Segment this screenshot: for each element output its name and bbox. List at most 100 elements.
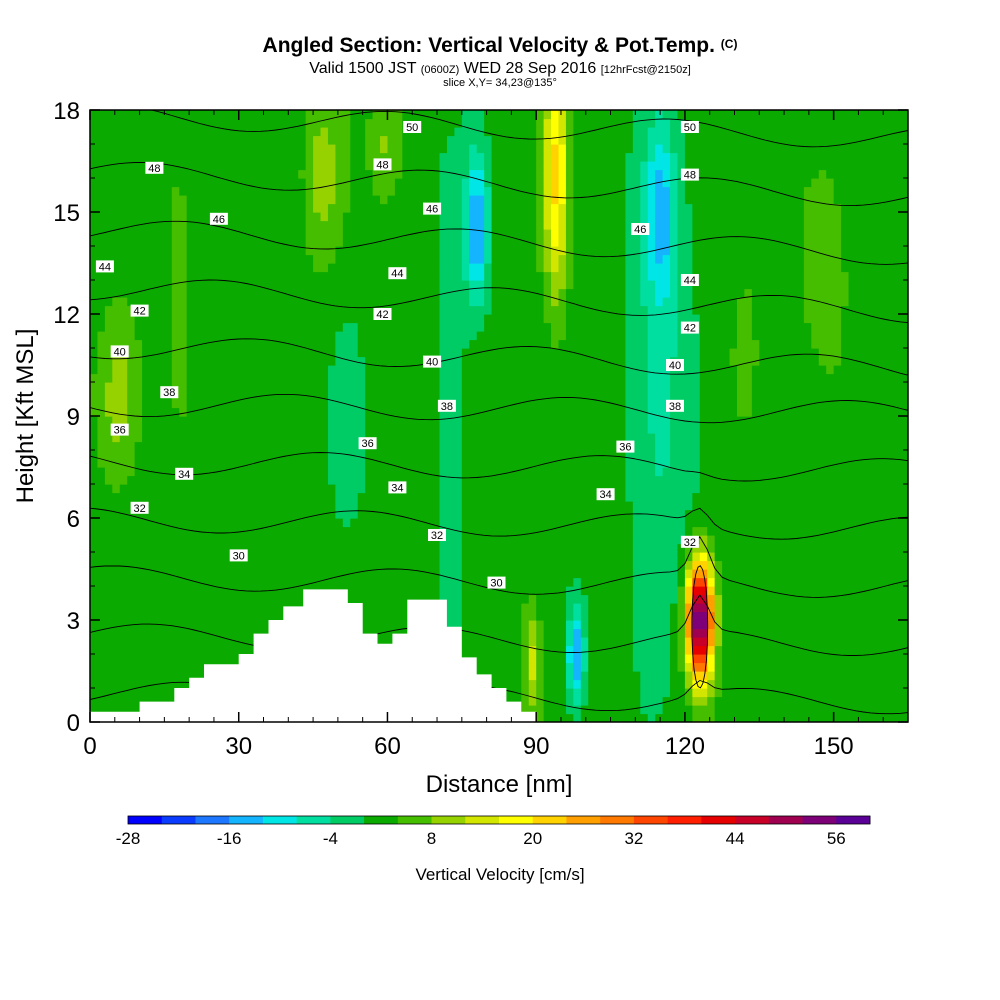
- field-cell: [261, 526, 270, 536]
- field-cell: [112, 637, 121, 647]
- field-cell: [342, 560, 351, 570]
- field-cell: [513, 441, 522, 451]
- field-cell: [171, 509, 180, 519]
- field-cell: [432, 416, 441, 426]
- field-cell: [394, 450, 403, 460]
- field-cell: [789, 399, 798, 409]
- field-cell: [796, 450, 805, 460]
- field-cell: [707, 569, 716, 579]
- field-cell: [722, 611, 731, 621]
- field-cell: [365, 390, 374, 400]
- field-cell: [432, 543, 441, 553]
- field-cell: [625, 373, 634, 383]
- field-cell: [506, 348, 515, 358]
- field-cell: [350, 594, 359, 604]
- field-cell: [744, 577, 753, 587]
- field-cell: [238, 560, 247, 570]
- field-cell: [692, 373, 701, 383]
- field-cell: [149, 552, 158, 562]
- field-cell: [632, 654, 641, 664]
- field-cell: [573, 662, 582, 672]
- field-cell: [684, 424, 693, 434]
- field-cell: [513, 543, 522, 553]
- field-cell: [670, 569, 679, 579]
- field-cell: [320, 416, 329, 426]
- field-cell: [186, 535, 195, 545]
- field-cell: [796, 399, 805, 409]
- field-cell: [625, 382, 634, 392]
- field-cell: [610, 526, 619, 536]
- field-cell: [833, 407, 842, 417]
- field-cell: [736, 645, 745, 655]
- field-cell: [380, 484, 389, 494]
- field-cell: [216, 458, 225, 468]
- field-cell: [186, 671, 195, 681]
- field-cell: [818, 688, 827, 698]
- field-cell: [261, 569, 270, 579]
- field-cell: [766, 637, 775, 647]
- field-cell: [231, 603, 240, 613]
- field-cell: [283, 424, 292, 434]
- field-cell: [759, 365, 768, 375]
- field-cell: [662, 679, 671, 689]
- field-cell: [781, 407, 790, 417]
- field-cell: [573, 390, 582, 400]
- field-cell: [818, 348, 827, 358]
- field-cell: [521, 543, 530, 553]
- field-cell: [104, 535, 113, 545]
- field-cell: [781, 399, 790, 409]
- field-cell: [275, 458, 284, 468]
- field-cell: [878, 509, 887, 519]
- field-cell: [476, 654, 485, 664]
- field-cell: [818, 594, 827, 604]
- field-cell: [789, 526, 798, 536]
- field-cell: [803, 356, 812, 366]
- field-cell: [684, 577, 693, 587]
- field-cell: [149, 424, 158, 434]
- field-cell: [506, 603, 515, 613]
- field-cell: [558, 416, 567, 426]
- field-cell: [365, 339, 374, 349]
- field-cell: [699, 348, 708, 358]
- field-cell: [841, 518, 850, 528]
- field-cell: [655, 679, 664, 689]
- field-cell: [528, 416, 537, 426]
- field-cell: [818, 467, 827, 477]
- field-cell: [216, 475, 225, 485]
- field-cell: [692, 450, 701, 460]
- field-cell: [558, 543, 567, 553]
- field-cell: [342, 407, 351, 417]
- field-cell: [142, 594, 151, 604]
- field-cell: [655, 475, 664, 485]
- field-cell: [231, 620, 240, 630]
- field-cell: [870, 645, 879, 655]
- field-cell: [156, 365, 165, 375]
- field-cell: [513, 467, 522, 477]
- field-cell: [506, 679, 515, 689]
- field-cell: [826, 373, 835, 383]
- field-cell: [729, 705, 738, 715]
- field-cell: [491, 586, 500, 596]
- field-cell: [900, 543, 908, 553]
- field-cell: [156, 458, 165, 468]
- field-cell: [171, 424, 180, 434]
- field-cell: [781, 348, 790, 358]
- field-cell: [543, 518, 552, 528]
- field-cell: [149, 628, 158, 638]
- field-cell: [699, 560, 708, 570]
- field-cell: [387, 620, 396, 630]
- field-cell: [156, 501, 165, 511]
- field-cell: [261, 365, 270, 375]
- field-cell: [380, 399, 389, 409]
- field-cell: [655, 399, 664, 409]
- field-cell: [692, 586, 701, 596]
- field-cell: [625, 611, 634, 621]
- field-cell: [774, 441, 783, 451]
- field-cell: [119, 399, 128, 409]
- field-cell: [253, 441, 262, 451]
- field-cell: [134, 356, 143, 366]
- field-cell: [253, 399, 262, 409]
- field-cell: [751, 365, 760, 375]
- field-cell: [714, 382, 723, 392]
- field-cell: [142, 390, 151, 400]
